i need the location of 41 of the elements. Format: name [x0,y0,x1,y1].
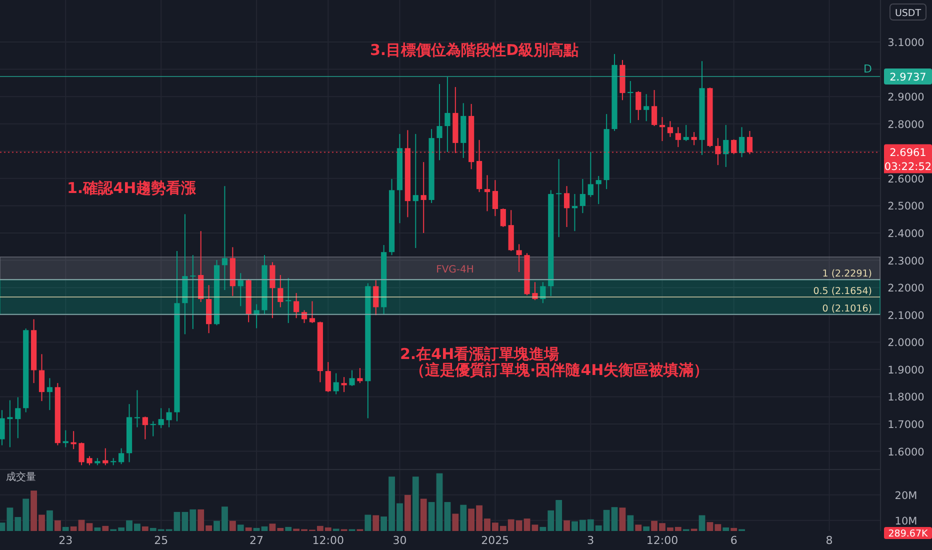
x-tick-label: 12:00 [646,534,678,547]
y-axis-title: USDT [894,8,922,19]
annotation: 1.確認4H趨勢看漲 [67,179,198,197]
ref-line-label: 1 (2.2291) [822,268,872,280]
chart-title: 成交量 [6,471,36,483]
text: 289.67K [888,528,928,540]
y-tick-label: 2.2000 [888,282,924,295]
x-tick-label: 2025 [481,534,510,547]
y-tick-label: 1.8000 [888,392,924,404]
text: 03:22:52 [884,161,932,174]
y-tick-label: 2.6000 [888,173,924,186]
x-tick-label: 6 [730,534,738,547]
ref-line-label: D [864,62,872,76]
text: 2.9737 [890,71,926,84]
x-tick-label: 8 [826,534,833,547]
ref-line-label: 2.6961 [890,147,926,160]
x-tick-label: 25 [154,534,168,547]
annotation: （這是優質訂單塊·因伴隨4H失衡區被填滿） [410,361,709,379]
y-tick-label: 2.4000 [888,228,924,240]
y-tick-label: 1.7000 [888,418,924,431]
y-tick-label: 3.1000 [888,37,924,50]
annotation: 2.在4H看漲訂單塊進場 [400,345,560,363]
y-tick-label: 2.0000 [888,337,924,350]
ref-line-label: 0.5 (2.1654) [813,286,872,298]
y-tick-label: 2.3000 [888,255,924,268]
x-tick-label: 12:00 [312,534,344,547]
y-tick-label: 2.5000 [888,200,924,213]
y-tick-label: 20M [894,490,918,502]
y-tick-label: 2.8000 [888,118,924,131]
annotation: 3.目標價位為階段性D級別高點 [370,41,579,59]
y-tick-label: 1.9000 [888,364,924,376]
x-tick-label: 23 [58,534,73,547]
ref-line-label: 0 (2.1016) [822,303,872,314]
y-tick-label: 2.9000 [888,92,924,104]
x-tick-label: 30 [392,534,407,547]
band-label: FVG-4H [436,264,474,276]
x-tick-label: 27 [250,534,264,547]
y-tick-label: 1.6000 [888,446,924,458]
y-tick-label: 2.1000 [888,310,924,322]
x-tick-label: 3 [587,534,594,547]
y-tick-label: 10M [894,515,918,528]
